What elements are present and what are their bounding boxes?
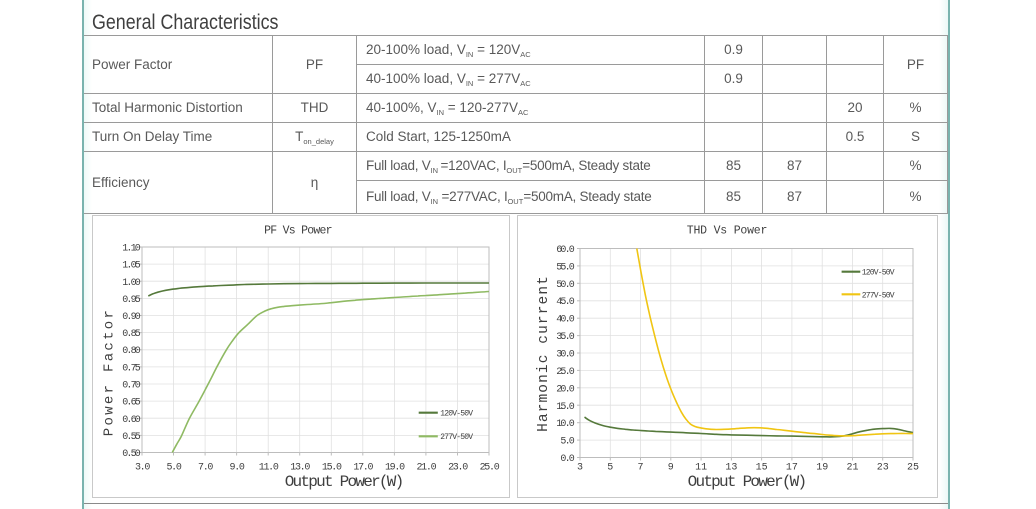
svg-text:25.0: 25.0 — [480, 463, 500, 474]
svg-text:11.0: 11.0 — [259, 463, 279, 474]
svg-text:25.0: 25.0 — [556, 367, 575, 378]
svg-text:0.70: 0.70 — [122, 381, 141, 392]
svg-text:30.0: 30.0 — [556, 350, 575, 361]
svg-text:5.0: 5.0 — [560, 437, 574, 448]
svg-text:15: 15 — [756, 463, 768, 474]
svg-text:1.05: 1.05 — [122, 261, 141, 272]
svg-text:Output Power(W): Output Power(W) — [688, 473, 806, 491]
svg-text:0.95: 0.95 — [122, 295, 141, 306]
svg-text:55.0: 55.0 — [556, 262, 575, 273]
svg-text:60.0: 60.0 — [556, 245, 575, 256]
svg-text:277V-50V: 277V-50V — [440, 433, 473, 442]
svg-text:10.0: 10.0 — [556, 419, 575, 430]
svg-text:9: 9 — [668, 463, 674, 474]
svg-text:Power Factor: Power Factor — [102, 308, 118, 436]
svg-text:50.0: 50.0 — [556, 280, 575, 291]
svg-text:23.0: 23.0 — [448, 463, 468, 474]
svg-text:277V-50V: 277V-50V — [862, 291, 895, 300]
svg-text:15.0: 15.0 — [322, 463, 342, 474]
svg-text:45.0: 45.0 — [556, 297, 575, 308]
svg-text:13.0: 13.0 — [290, 463, 310, 474]
svg-text:21.0: 21.0 — [416, 463, 436, 474]
svg-text:3: 3 — [577, 463, 583, 474]
svg-text:0.80: 0.80 — [122, 346, 141, 357]
svg-text:20.0: 20.0 — [556, 384, 575, 395]
svg-text:13: 13 — [725, 463, 737, 474]
svg-text:17: 17 — [786, 463, 798, 474]
svg-text:1.00: 1.00 — [122, 278, 141, 289]
svg-text:0.55: 0.55 — [122, 432, 141, 443]
svg-text:35.0: 35.0 — [556, 332, 575, 343]
svg-text:7.0: 7.0 — [198, 463, 213, 474]
svg-text:120V-50V: 120V-50V — [862, 269, 895, 278]
svg-text:PF Vs Power: PF Vs Power — [264, 224, 332, 237]
svg-text:0.60: 0.60 — [122, 415, 141, 426]
svg-text:120V-50V: 120V-50V — [440, 410, 473, 419]
svg-text:11: 11 — [695, 463, 707, 474]
svg-text:THD Vs Power: THD Vs Power — [687, 224, 767, 237]
svg-text:40.0: 40.0 — [556, 315, 575, 326]
svg-text:23: 23 — [877, 463, 889, 474]
svg-text:5.0: 5.0 — [166, 463, 181, 474]
svg-text:21: 21 — [846, 463, 858, 474]
svg-text:0.0: 0.0 — [560, 454, 574, 465]
svg-text:3.0: 3.0 — [135, 463, 150, 474]
svg-text:Output Power(W): Output Power(W) — [285, 473, 403, 491]
svg-text:17.0: 17.0 — [353, 463, 373, 474]
svg-text:5: 5 — [607, 463, 613, 474]
svg-text:19: 19 — [816, 463, 828, 474]
svg-text:0.85: 0.85 — [122, 329, 141, 340]
svg-text:25: 25 — [907, 463, 919, 474]
svg-text:Harmonic current: Harmonic current — [536, 275, 552, 432]
svg-text:1.10: 1.10 — [122, 244, 141, 255]
svg-text:9.0: 9.0 — [230, 463, 245, 474]
svg-text:0.65: 0.65 — [122, 398, 141, 409]
svg-text:0.75: 0.75 — [122, 363, 141, 374]
svg-text:0.50: 0.50 — [122, 449, 141, 460]
svg-text:0.90: 0.90 — [122, 312, 141, 323]
svg-text:15.0: 15.0 — [556, 402, 575, 413]
svg-text:19.0: 19.0 — [385, 463, 405, 474]
svg-text:7: 7 — [637, 463, 643, 474]
